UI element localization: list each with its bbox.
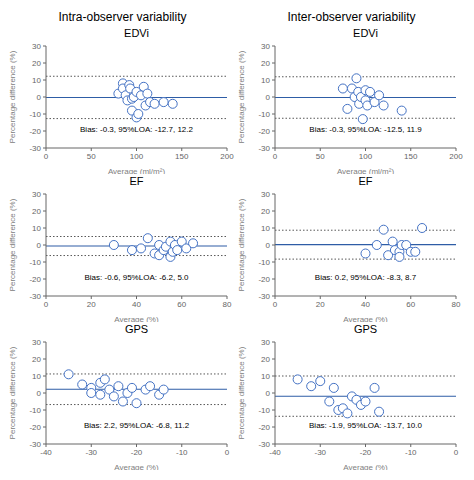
- svg-text:200: 200: [220, 152, 234, 161]
- svg-text:-30: -30: [29, 440, 41, 449]
- svg-text:10: 10: [32, 224, 41, 233]
- svg-text:-10: -10: [258, 406, 270, 415]
- svg-text:-20: -20: [29, 275, 41, 284]
- svg-text:-40: -40: [269, 448, 281, 457]
- svg-text:Average (ml/m²): Average (ml/m²): [108, 167, 166, 174]
- svg-text:-10: -10: [258, 258, 270, 267]
- svg-text:Average (%): Average (%): [114, 315, 159, 322]
- html-text:Bias: -0.3, 95%LOA: -12.5, 11.: Bias: -0.3, 95%LOA: -12.5, 11.9: [309, 125, 422, 135]
- svg-text:-30: -30: [258, 440, 270, 449]
- svg-text:100: 100: [130, 152, 144, 161]
- svg-text:-10: -10: [405, 448, 417, 457]
- html-text:Intra-observer variability: Intra-observer variability: [58, 10, 187, 24]
- html-text:EDVi: EDVi: [124, 27, 149, 39]
- svg-text:150: 150: [175, 152, 189, 161]
- svg-text:-20: -20: [29, 127, 41, 136]
- svg-text:0: 0: [37, 93, 42, 102]
- svg-text:20: 20: [261, 355, 270, 364]
- html-text:Inter-observer variability: Inter-observer variability: [287, 10, 416, 24]
- svg-text:-20: -20: [131, 448, 143, 457]
- svg-text:-30: -30: [29, 292, 41, 301]
- html-text:GPS: GPS: [353, 323, 378, 335]
- svg-text:30: 30: [261, 338, 270, 347]
- svg-text:0: 0: [225, 448, 230, 457]
- svg-text:200: 200: [449, 152, 463, 161]
- svg-text:Percentage difference (%): Percentage difference (%): [8, 346, 17, 439]
- html-text:EF: EF: [358, 175, 373, 187]
- svg-text:0: 0: [37, 241, 42, 250]
- svg-text:80: 80: [452, 300, 461, 309]
- svg-text:Average (%): Average (%): [343, 463, 388, 470]
- svg-text:40: 40: [132, 300, 141, 309]
- svg-text:-10: -10: [29, 258, 41, 267]
- svg-text:Percentage difference (%): Percentage difference (%): [237, 50, 246, 143]
- svg-text:Average (%): Average (%): [114, 463, 159, 470]
- svg-text:-30: -30: [85, 448, 97, 457]
- svg-text:100: 100: [359, 152, 373, 161]
- svg-text:10: 10: [32, 76, 41, 85]
- svg-text:0: 0: [273, 152, 278, 161]
- svg-text:20: 20: [316, 300, 325, 309]
- svg-text:0: 0: [266, 389, 271, 398]
- svg-text:10: 10: [261, 76, 270, 85]
- svg-text:0: 0: [454, 448, 459, 457]
- svg-text:150: 150: [404, 152, 418, 161]
- svg-text:30: 30: [32, 190, 41, 199]
- svg-text:10: 10: [261, 224, 270, 233]
- svg-text:0: 0: [44, 300, 49, 309]
- svg-text:60: 60: [406, 300, 415, 309]
- svg-text:30: 30: [261, 190, 270, 199]
- svg-text:20: 20: [32, 355, 41, 364]
- html-text:Bias: -1.9, 95%LOA: -13.7, 10.: Bias: -1.9, 95%LOA: -13.7, 10.0: [309, 421, 422, 431]
- svg-text:Percentage difference (%): Percentage difference (%): [237, 198, 246, 291]
- svg-text:-40: -40: [40, 448, 52, 457]
- svg-text:-30: -30: [314, 448, 326, 457]
- svg-text:30: 30: [32, 338, 41, 347]
- svg-text:0: 0: [44, 152, 49, 161]
- html-text:EDVi: EDVi: [353, 27, 378, 39]
- html-text:GPS: GPS: [124, 323, 149, 335]
- svg-text:-10: -10: [176, 448, 188, 457]
- html-text:Bias: -0.6, 95%LOA: -6.2, 5.0: Bias: -0.6, 95%LOA: -6.2, 5.0: [84, 273, 189, 283]
- svg-text:80: 80: [223, 300, 232, 309]
- svg-text:-20: -20: [258, 275, 270, 284]
- html-text:Bias: 0.2, 95%LOA: -8.3, 8.7: Bias: 0.2, 95%LOA: -8.3, 8.7: [314, 273, 417, 283]
- svg-text:-20: -20: [258, 127, 270, 136]
- svg-text:-30: -30: [258, 144, 270, 153]
- svg-text:-30: -30: [258, 292, 270, 301]
- svg-text:20: 20: [32, 59, 41, 68]
- svg-text:-30: -30: [29, 144, 41, 153]
- svg-text:-20: -20: [360, 448, 372, 457]
- svg-text:20: 20: [32, 207, 41, 216]
- svg-text:20: 20: [261, 59, 270, 68]
- svg-text:0: 0: [37, 389, 42, 398]
- svg-text:-10: -10: [29, 110, 41, 119]
- svg-text:50: 50: [316, 152, 325, 161]
- svg-text:Average (%): Average (%): [343, 315, 388, 322]
- svg-text:60: 60: [177, 300, 186, 309]
- svg-text:30: 30: [32, 42, 41, 51]
- html-text:Bias: -0.3, 95%LOA: -12.7, 12.: Bias: -0.3, 95%LOA: -12.7, 12.2: [80, 125, 193, 135]
- svg-text:Percentage difference (%): Percentage difference (%): [8, 50, 17, 143]
- svg-text:10: 10: [261, 372, 270, 381]
- svg-text:-20: -20: [29, 423, 41, 432]
- svg-text:Average (ml/m²): Average (ml/m²): [337, 167, 395, 174]
- svg-text:10: 10: [32, 372, 41, 381]
- svg-text:20: 20: [261, 207, 270, 216]
- svg-text:-10: -10: [29, 406, 41, 415]
- svg-text:40: 40: [361, 300, 370, 309]
- svg-text:20: 20: [87, 300, 96, 309]
- svg-text:0: 0: [273, 300, 278, 309]
- svg-text:-20: -20: [258, 423, 270, 432]
- svg-text:-10: -10: [258, 110, 270, 119]
- svg-text:0: 0: [266, 93, 271, 102]
- svg-text:0: 0: [266, 241, 271, 250]
- html-text:EF: EF: [129, 175, 144, 187]
- svg-text:50: 50: [87, 152, 96, 161]
- svg-text:Percentage difference (%): Percentage difference (%): [237, 346, 246, 439]
- html-text:Bias: 2.2, 95%LOA: -6.8, 11.2: Bias: 2.2, 95%LOA: -6.8, 11.2: [83, 421, 190, 431]
- svg-text:Percentage difference (%): Percentage difference (%): [8, 198, 17, 291]
- svg-text:30: 30: [261, 42, 270, 51]
